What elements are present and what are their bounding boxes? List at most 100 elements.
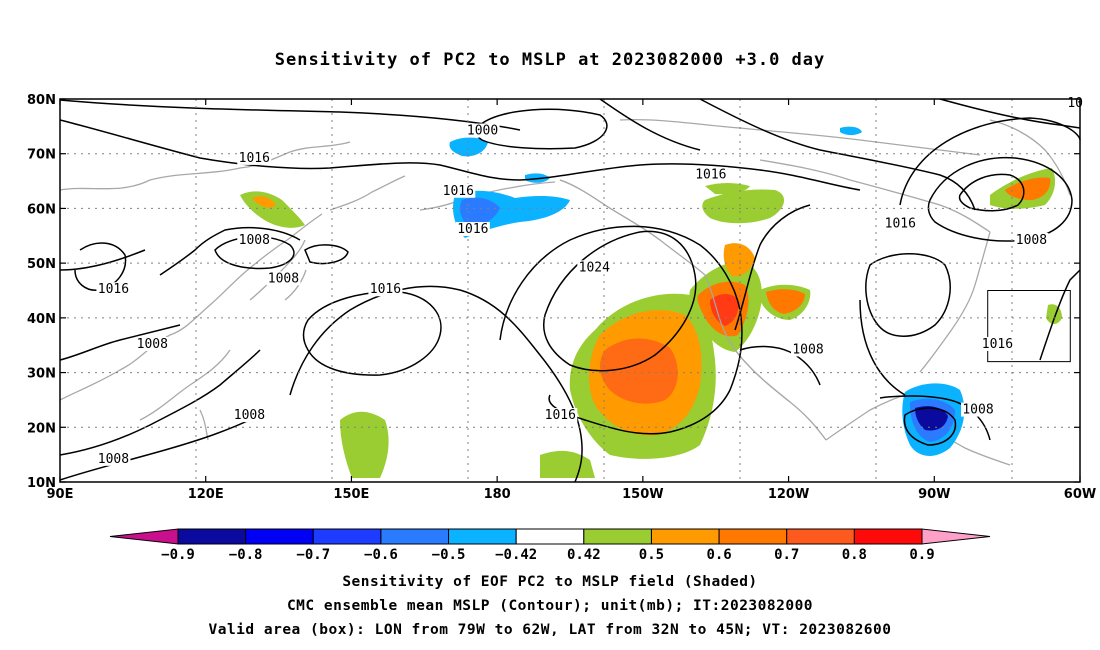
- contour-label: 1016: [545, 408, 576, 423]
- contour-label-bg: [135, 336, 170, 351]
- latitude-labels: 80N 70N 60N 50N 40N 30N 20N 10N: [27, 93, 56, 491]
- contour-label: 1008: [1016, 233, 1047, 248]
- contour-label: 1008: [234, 408, 265, 423]
- contour-label: 1016: [982, 337, 1013, 352]
- lat-label: 30N: [27, 367, 56, 382]
- colorbar-segment: [448, 528, 517, 545]
- lon-label: 180: [484, 487, 511, 502]
- contour-label: 1016: [695, 167, 726, 182]
- lat-label: 70N: [27, 148, 56, 163]
- contour-label: 10: [1067, 96, 1083, 111]
- colorbar-high-end: [921, 528, 991, 545]
- shade-positive-south: [340, 411, 389, 478]
- colorbar-segment: [245, 528, 314, 545]
- contour-label-bg: [980, 336, 1015, 351]
- contour-label: 1024: [579, 260, 610, 275]
- mslp-contours: [59, 98, 1081, 483]
- colorbar-segment: [380, 528, 450, 545]
- contour-label-bg: [465, 123, 500, 138]
- contour-label-bg: [96, 282, 131, 297]
- colorbar: −0.9 −0.8 −0.7 −0.6 −0.5 −0.42 0.42 0.5 0.6 0.7 0.…: [109, 528, 991, 563]
- colorbar-label: 0.5: [639, 547, 664, 563]
- colorbar-segment: [312, 528, 382, 545]
- shade-negative-arctic: [449, 137, 488, 157]
- shade-negative-gulf-deep: [915, 406, 948, 431]
- lon-label: 150E: [333, 487, 369, 502]
- axis-ticks: [59, 98, 1081, 483]
- contour-label: 1016: [443, 184, 474, 199]
- colorbar-label: 0.42: [567, 547, 601, 563]
- lat-label: 80N: [27, 93, 56, 108]
- colorbar-label: −0.9: [161, 547, 195, 563]
- contour-label-bg: [441, 183, 476, 198]
- contour-label-bg: [543, 408, 578, 423]
- shade-negative-north-pacific-deep: [460, 197, 500, 227]
- colorbar-label: 0.8: [842, 547, 867, 563]
- contour-label: 1008: [792, 342, 823, 357]
- caption-line-1: Sensitivity of EOF PC2 to MSLP field (Sh…: [342, 574, 758, 590]
- colorbar-segment: [515, 528, 585, 545]
- lat-label: 10N: [27, 476, 56, 491]
- contour-label: 1016: [239, 151, 270, 166]
- contour-label-bg: [1014, 232, 1049, 247]
- shade-positive-westcoast-red: [710, 294, 739, 326]
- colorbar-label: 0.9: [909, 547, 934, 563]
- contour-label-bg: [577, 260, 612, 275]
- colorbar-label: −0.5: [432, 547, 466, 563]
- contour-label: 1016: [885, 217, 916, 232]
- shade-positive-asia-orange: [252, 196, 276, 208]
- lat-label: 20N: [27, 421, 56, 436]
- colorbar-segment: [853, 528, 923, 545]
- contour-label-bg: [368, 282, 403, 297]
- shade-negative-arctic3: [840, 126, 862, 135]
- shade-positive-interior2: [723, 243, 755, 277]
- contour-label: 1016: [370, 282, 401, 297]
- colorbar-label: −0.42: [495, 547, 537, 563]
- contour-label-bg: [693, 167, 728, 182]
- shade-positive-red: [600, 338, 678, 404]
- map-title: Sensitivity of PC2 to MSLP at 2023082000…: [274, 50, 826, 70]
- contour-label-bg: [237, 232, 272, 247]
- shade-positive-canada: [702, 189, 785, 224]
- lat-label: 60N: [27, 202, 56, 217]
- contour-label: 1008: [239, 233, 270, 248]
- contour-label-bg: [791, 342, 825, 357]
- lon-label: 120E: [188, 487, 224, 502]
- contour-label-bg: [232, 408, 267, 423]
- colorbar-label: 0.6: [706, 547, 731, 563]
- caption-line-3: Valid area (box): LON from 79W to 62W, L…: [208, 622, 892, 638]
- contour-label-bg: [96, 451, 131, 466]
- colorbar-label: −0.7: [296, 547, 330, 563]
- lat-label: 40N: [27, 312, 56, 327]
- lon-label: 90E: [47, 487, 74, 502]
- contour-label: 1016: [457, 222, 488, 237]
- colorbar-segment: [718, 528, 788, 545]
- lat-label: 50N: [27, 257, 56, 272]
- lon-label: 150W: [622, 487, 663, 502]
- lon-label: 90W: [918, 487, 950, 502]
- colorbar-low-end: [109, 528, 179, 545]
- sensitivity-shading: [240, 126, 1062, 478]
- colorbar-label: 0.7: [774, 547, 799, 563]
- colorbar-label: −0.6: [364, 547, 398, 563]
- graticule: [60, 99, 1080, 482]
- map-frame: [59, 98, 1081, 483]
- coastlines-overlay: [559, 179, 791, 403]
- contour-label-bg: [455, 222, 490, 237]
- colorbar-label: −0.8: [229, 547, 263, 563]
- colorbar-segment: [583, 528, 652, 545]
- contour-label-bg: [237, 150, 272, 165]
- contour-label: 1008: [962, 403, 993, 418]
- caption-line-2: CMC ensemble mean MSLP (Contour); unit(m…: [286, 598, 814, 614]
- contour-label: 1008: [268, 271, 299, 286]
- lon-label: 120W: [768, 487, 809, 502]
- shade-positive-canada2: [705, 183, 750, 195]
- contour-label: 1008: [137, 337, 168, 352]
- contour-label-bg: [883, 216, 918, 231]
- contour-labels: 1000 1016 1016 1016 1016 1016 1008 1008 1016 1016…: [96, 96, 1085, 467]
- lon-label: 60W: [1064, 487, 1096, 502]
- contour-label: 1008: [98, 452, 129, 467]
- contour-label: 1000: [467, 124, 498, 139]
- contour-label-bg: [961, 402, 995, 417]
